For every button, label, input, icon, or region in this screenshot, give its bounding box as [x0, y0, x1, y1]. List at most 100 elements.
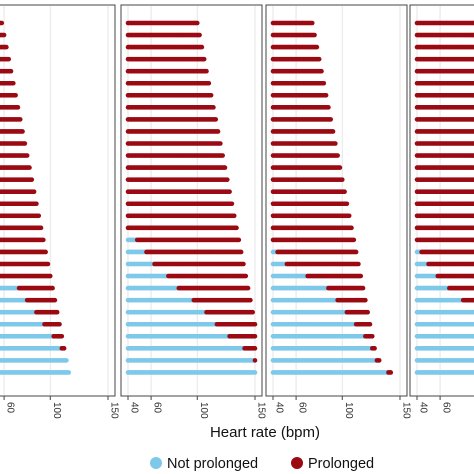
row-16 — [270, 201, 350, 207]
row-4 — [125, 56, 207, 62]
row-23 — [125, 285, 251, 291]
dot-prolonged — [319, 68, 324, 74]
dot-prolonged — [38, 225, 44, 231]
row-6 — [0, 80, 16, 86]
dot-prolonged — [241, 261, 246, 267]
dot-prolonged — [57, 321, 62, 327]
dot-prolonged — [50, 285, 55, 291]
row-9 — [270, 117, 334, 122]
dot-prolonged — [250, 309, 255, 315]
dot-prolonged — [24, 153, 30, 158]
row-1 — [0, 20, 5, 26]
dot-prolonged — [45, 261, 51, 267]
row-10 — [0, 129, 25, 134]
dot-prolonged — [220, 153, 225, 158]
row-18 — [0, 225, 44, 231]
dot-prolonged — [321, 80, 327, 86]
row-8 — [0, 105, 21, 110]
dot-not-prolonged — [66, 370, 72, 375]
row-23 — [0, 285, 55, 291]
panel-2: 40 60 100 150 — [120, 4, 267, 419]
row-3 — [0, 44, 9, 50]
dot-prolonged — [234, 225, 239, 231]
row-5 — [125, 68, 209, 74]
row-17 — [0, 213, 42, 219]
row-26 — [0, 321, 62, 327]
row-4 — [270, 56, 322, 62]
dot-prolonged — [15, 105, 21, 110]
dot-prolonged — [222, 165, 228, 170]
row-2 — [0, 32, 7, 38]
row-28 — [0, 346, 67, 351]
row-6 — [270, 80, 327, 86]
dot-prolonged — [224, 177, 230, 182]
dot-prolonged — [333, 141, 338, 146]
dot-prolonged — [342, 189, 347, 194]
row-10 — [270, 129, 336, 134]
row-27 — [125, 334, 258, 339]
row-12 — [270, 153, 340, 158]
dot-prolonged — [34, 201, 39, 207]
dot-prolonged — [47, 273, 53, 279]
x-tick-label: 100 — [51, 402, 62, 419]
dot-prolonged — [20, 129, 25, 134]
row-1 — [270, 20, 315, 26]
dot-prolonged — [316, 56, 322, 62]
row-18 — [125, 225, 239, 231]
row-4 — [0, 56, 12, 62]
row-14 — [270, 177, 345, 182]
row-22 — [125, 273, 249, 279]
row-21 — [125, 261, 246, 267]
row-15 — [0, 189, 37, 194]
panel-3: 40 60 100 150 — [265, 4, 412, 419]
row-19 — [125, 237, 242, 243]
dot-prolonged — [11, 80, 16, 86]
row-2 — [125, 32, 202, 38]
dot-prolonged — [1, 32, 7, 38]
row-26 — [125, 321, 258, 327]
row-1 — [125, 20, 200, 26]
dot-prolonged — [201, 56, 207, 62]
row-21 — [0, 261, 51, 267]
row-14 — [125, 177, 230, 182]
dot-prolonged — [41, 237, 46, 243]
row-7 — [0, 93, 18, 98]
row-13 — [270, 165, 343, 170]
dot-prolonged — [13, 93, 18, 98]
dot-prolonged — [208, 93, 214, 98]
dot-prolonged — [335, 153, 340, 158]
dot-not-prolonged — [252, 370, 258, 375]
row-12 — [0, 153, 30, 158]
dot-prolonged — [326, 105, 331, 110]
x-tick-label: 60 — [5, 402, 16, 414]
row-25 — [125, 309, 255, 315]
dot-prolonged — [204, 68, 209, 74]
dot-prolonged — [252, 334, 258, 339]
dot-prolonged — [43, 249, 48, 255]
dot-prolonged — [194, 20, 200, 26]
dot-prolonged — [312, 32, 317, 38]
row-29 — [125, 358, 258, 363]
row-7 — [125, 93, 214, 98]
row-20 — [0, 249, 48, 255]
row-8 — [270, 105, 331, 110]
row-11 — [125, 141, 223, 146]
dot-prolonged — [248, 297, 253, 303]
dot-prolonged — [197, 32, 202, 38]
row-30 — [125, 370, 258, 375]
dot-prolonged — [238, 249, 244, 255]
dot-prolonged — [0, 20, 5, 26]
dot-prolonged — [314, 44, 320, 50]
dot-prolonged — [8, 68, 14, 74]
dot-prolonged — [245, 285, 251, 291]
dot-prolonged — [22, 141, 28, 146]
dot-prolonged — [218, 141, 223, 146]
row-11 — [270, 141, 338, 146]
dot-prolonged — [211, 105, 216, 110]
row-5 — [270, 68, 324, 74]
row-11 — [0, 141, 28, 146]
dot-prolonged — [31, 189, 37, 194]
dot-prolonged — [61, 346, 67, 351]
row-20 — [125, 249, 244, 255]
